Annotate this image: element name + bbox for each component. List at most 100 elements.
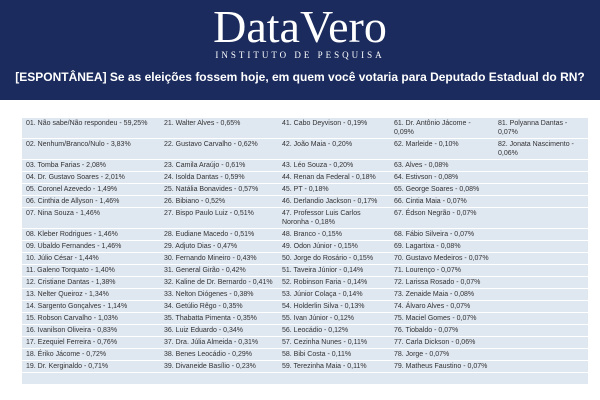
results-table: 01. Não sabe/Não respondeu - 59,25% 21. W… [22, 118, 588, 384]
table-row: 13. Nelter Queiroz - 1,34% 33. Nelton Dió… [22, 288, 588, 301]
table-cell: 53. Júnior Colaça - 0,14% [278, 288, 390, 301]
table-row: 02. Nenhum/Branco/Nulo - 3,83% 22. Gustav… [22, 138, 588, 160]
table-row: 09. Ubaldo Fernandes - 1,46% 29. Adjuto D… [22, 240, 588, 253]
table-cell [494, 195, 588, 208]
table-cell [494, 183, 588, 196]
table-cell: 63. Alves - 0,08% [390, 159, 494, 172]
table-cell: 52. Robinson Faria - 0,14% [278, 276, 390, 289]
table-row: 10. Júlio César - 1,44% 30. Fernando Mine… [22, 252, 588, 265]
question: [ESPONTÂNEA] Se as eleições fossem hoje,… [15, 70, 585, 84]
table-cell: 25. Natália Bonavides - 0,57% [160, 183, 278, 196]
table-cell: 57. Cezinha Nunes - 0,11% [278, 336, 390, 349]
table-cell: 62. Marleide - 0,10% [390, 138, 494, 160]
table-cell: 17. Ezequiel Ferreira - 0,76% [22, 336, 160, 349]
table-cell: 02. Nenhum/Branco/Nulo - 3,83% [22, 138, 160, 160]
table-cell: 58. Bibi Costa - 0,11% [278, 348, 390, 361]
table-cell: 08. Kleber Rodrigues - 1,46% [22, 228, 160, 241]
table-cell: 43. Léo Souza - 0,20% [278, 159, 390, 172]
table-row: 08. Kleber Rodrigues - 1,46% 28. Eudiane … [22, 228, 588, 241]
table-cell: 51. Taveira Júnior - 0,14% [278, 264, 390, 277]
header: DataVero INSTITUTO DE PESQUISA [ESPONTÂN… [0, 0, 600, 100]
table-cell: 38. Benes Leocádio - 0,29% [160, 348, 278, 361]
table-cell: 65. George Soares - 0,08% [390, 183, 494, 196]
table-cell: 12. Cristiane Dantas - 1,38% [22, 276, 160, 289]
table-cell: 14. Sargento Gonçalves - 1,14% [22, 300, 160, 313]
table-cell: 48. Branco - 0,15% [278, 228, 390, 241]
table-row: 14. Sargento Gonçalves - 1,14% 34. Getúli… [22, 300, 588, 313]
table-cell: 79. Matheus Faustino - 0,07% [390, 360, 494, 373]
table-cell: 15. Robson Carvalho - 1,03% [22, 312, 160, 325]
table-cell: 33. Nelton Diógenes - 0,38% [160, 288, 278, 301]
table-cell: 30. Fernando Mineiro - 0,43% [160, 252, 278, 265]
table-cell: 29. Adjuto Dias - 0,47% [160, 240, 278, 253]
table-cell: 71. Lourenço - 0,07% [390, 264, 494, 277]
table-cell: 01. Não sabe/Não respondeu - 59,25% [22, 118, 160, 139]
table-cell: 50. Jorge do Rosário - 0,15% [278, 252, 390, 265]
table-cell [494, 276, 588, 289]
table-cell: 82. Jonata Nascimento - 0,06% [494, 138, 588, 160]
table-cell: 23. Camila Araújo - 0,61% [160, 159, 278, 172]
table-cell: 16. Ivanilson Oliveira - 0,83% [22, 324, 160, 337]
table-cell: 61. Dr. Antônio Jácome - 0,09% [390, 118, 494, 139]
table: 01. Não sabe/Não respondeu - 59,25% 21. W… [22, 118, 588, 373]
table-cell: 35. Thabatta Pimenta - 0,35% [160, 312, 278, 325]
table-cell [494, 300, 588, 313]
table-cell [494, 360, 588, 373]
table-cell: 04. Dr. Gustavo Soares - 2,01% [22, 171, 160, 184]
table-row: 07. Nina Souza - 1,46% 27. Bispo Paulo Lu… [22, 207, 588, 229]
table-cell [494, 312, 588, 325]
table-cell: 73. Zenaide Maia - 0,08% [390, 288, 494, 301]
brand: DataVero [213, 1, 387, 52]
table-cell: 06. Cinthia de Allyson - 1,46% [22, 195, 160, 208]
table-cell: 54. Holderlin Silva - 0,13% [278, 300, 390, 313]
table-cell: 19. Dr. Kerginaldo - 0,71% [22, 360, 160, 373]
table-cell: 07. Nina Souza - 1,46% [22, 207, 160, 229]
table-cell: 21. Walter Alves - 0,65% [160, 118, 278, 139]
table-cell: 74. Álvaro Alves - 0,07% [390, 300, 494, 313]
table-cell [494, 288, 588, 301]
table-cell: 42. João Maia - 0,20% [278, 138, 390, 160]
table-row: 03. Tomba Farias - 2,08% 23. Camila Araúj… [22, 159, 588, 172]
table-cell: 26. Bibiano - 0,52% [160, 195, 278, 208]
table-cell [494, 264, 588, 277]
table-cell: 66. Cintia Maia - 0,07% [390, 195, 494, 208]
table-cell: 10. Júlio César - 1,44% [22, 252, 160, 265]
table-cell: 41. Cabo Deyvison - 0,19% [278, 118, 390, 139]
table-cell: 46. Derlandio Jackson - 0,17% [278, 195, 390, 208]
table-cell: 45. PT - 0,18% [278, 183, 390, 196]
table-row: 01. Não sabe/Não respondeu - 59,25% 21. W… [22, 118, 588, 139]
table-cell [494, 228, 588, 241]
table-cell: 37. Dra. Júlia Almeida - 0,31% [160, 336, 278, 349]
table-cell: 77. Carla Dickson - 0,06% [390, 336, 494, 349]
table-cell: 75. Maciel Gomes - 0,07% [390, 312, 494, 325]
table-row: 05. Coronel Azevedo - 1,49% 25. Natália B… [22, 183, 588, 196]
table-cell: 69. Lagartixa - 0,08% [390, 240, 494, 253]
table-row: 11. Galeno Torquato - 1,40% 31. General G… [22, 264, 588, 277]
table-cell [494, 348, 588, 361]
table-cell: 68. Fábio Silveira - 0,07% [390, 228, 494, 241]
table-cell [494, 324, 588, 337]
table-cell: 09. Ubaldo Fernandes - 1,46% [22, 240, 160, 253]
table-cell: 11. Galeno Torquato - 1,40% [22, 264, 160, 277]
table-cell: 72. Larissa Rosado - 0,07% [390, 276, 494, 289]
table-cell: 18. Ériko Jácome - 0,72% [22, 348, 160, 361]
table-row: 19. Dr. Kerginaldo - 0,71% 39. Divaneide … [22, 360, 588, 373]
table-cell: 31. General Girão - 0,42% [160, 264, 278, 277]
table-row: 12. Cristiane Dantas - 1,38% 32. Kaline d… [22, 276, 588, 289]
table-cell: 24. Isolda Dantas - 0,59% [160, 171, 278, 184]
tagline: INSTITUTO DE PESQUISA [215, 50, 385, 60]
table-cell [494, 240, 588, 253]
table-cell [494, 252, 588, 265]
table-row: 15. Robson Carvalho - 1,03% 35. Thabatta … [22, 312, 588, 325]
table-cell: 44. Renan da Federal - 0,18% [278, 171, 390, 184]
table-cell: 81. Polyanna Dantas - 0,07% [494, 118, 588, 139]
table-row: 17. Ezequiel Ferreira - 0,76% 37. Dra. Jú… [22, 336, 588, 349]
table-cell: 64. Estivson - 0,08% [390, 171, 494, 184]
table-cell: 39. Divaneide Basílio - 0,23% [160, 360, 278, 373]
table-cell: 49. Odon Júnior - 0,15% [278, 240, 390, 253]
table-cell: 13. Nelter Queiroz - 1,34% [22, 288, 160, 301]
table-cell: 78. Jorge - 0,07% [390, 348, 494, 361]
table-row: 16. Ivanilson Oliveira - 0,83% 36. Luiz E… [22, 324, 588, 337]
table-cell: 03. Tomba Farias - 2,08% [22, 159, 160, 172]
